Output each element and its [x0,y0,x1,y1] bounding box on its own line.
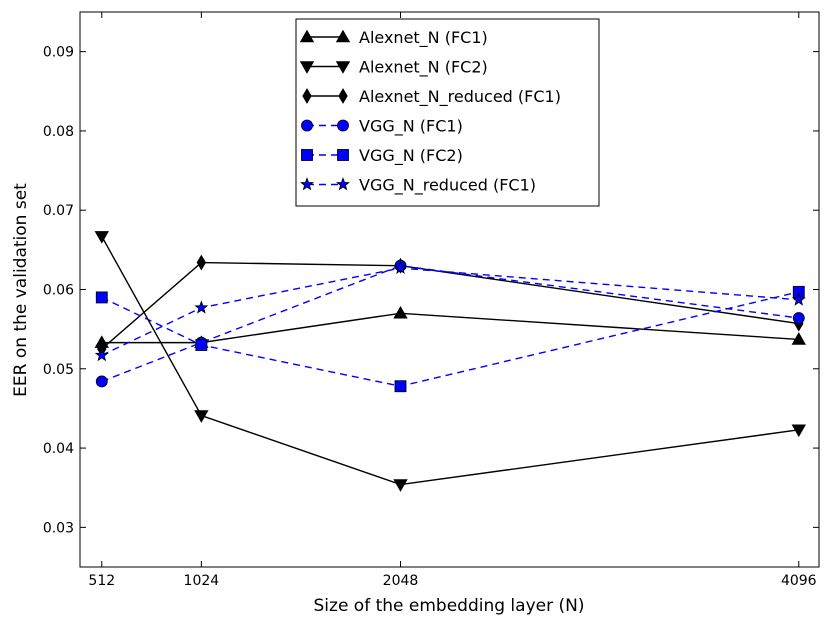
x-tick-label: 1024 [184,573,220,589]
legend-marker-3a [302,88,312,104]
data-point-s6-4 [791,292,806,306]
legend-marker-5b [337,149,349,161]
data-point-s6-1 [94,347,109,362]
data-point-s1-4 [791,332,806,345]
series-markers [94,231,806,492]
legend-marker-3b [338,88,348,104]
y-tick-label: 0.06 [43,283,74,299]
data-point-s6-2 [194,300,209,314]
legend-marker-4b [337,119,349,132]
legend-marker-2b [335,61,351,74]
legend-label-4: VGG_N (FC1) [359,117,463,137]
series-line-5 [101,291,799,387]
legend-label-5: VGG_N (FC2) [359,146,463,166]
y-tick-label: 0.08 [43,124,74,140]
legend-marker-4a [301,119,313,132]
legend: Alexnet_N (FC1) Alexnet_N (FC2) Alexnet_N_… [295,18,600,207]
legend-marker-2a [299,61,315,74]
axis-ticks: 512 1024 2048 4096 0.03 0.04 0.05 0.06 0.07 0.08 0… [43,12,819,589]
data-point-s2-2 [194,410,209,423]
data-point-s5-1 [95,291,108,304]
y-tick-label: 0.05 [43,362,74,378]
data-point-s2-4 [791,424,806,438]
data-point-s4-4 [792,312,805,324]
legend-marker-5a [301,149,313,161]
y-tick-label: 0.03 [43,520,74,536]
data-point-s1-3 [393,305,408,319]
data-point-s6-3 [393,260,408,275]
data-point-s4-1 [95,375,108,388]
x-tick-label: 512 [88,573,115,589]
legend-marker-1a [299,29,315,43]
series-lines [101,236,799,486]
data-point-s5-3 [394,380,407,393]
x-tick-label: 2048 [383,573,419,589]
series-line-4 [101,264,799,383]
y-axis-label: EER on the validation set [11,183,31,397]
series-line-1 [101,312,799,344]
legend-marker-1b [335,29,351,43]
legend-label-2: Alexnet_N (FC2) [359,58,488,78]
legend-marker-6a [300,177,314,191]
series-line-2 [101,236,799,486]
y-tick-label: 0.07 [43,203,74,219]
data-point-s2-3 [393,479,408,492]
legend-label-1: Alexnet_N (FC1) [359,28,488,48]
legend-label-6: VGG_N_reduced (FC1) [359,176,536,196]
series-line-3 [101,261,799,350]
y-tick-label: 0.04 [43,441,74,457]
legend-label-3: Alexnet_N_reduced (FC1) [359,87,561,107]
data-point-s5-2 [195,339,208,351]
legend-box [295,18,600,207]
plot-area-frame [79,11,820,568]
data-point-s2-1 [94,231,109,244]
x-axis-label: Size of the embedding layer (N) [314,596,585,616]
data-point-s3-2 [196,254,207,271]
legend-marker-6b [336,177,350,191]
y-tick-label: 0.09 [43,45,74,61]
x-tick-label: 4096 [781,573,817,589]
